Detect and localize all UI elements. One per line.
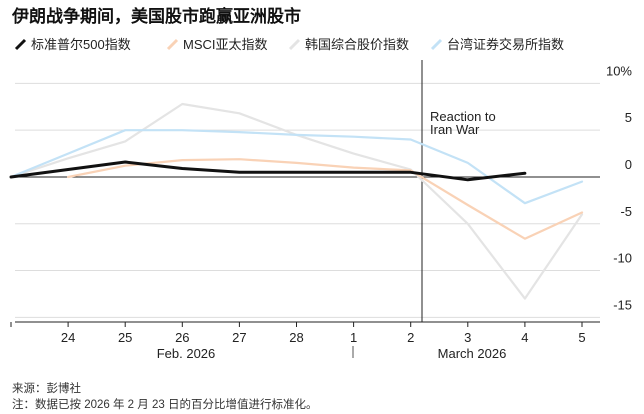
x-tick-label: 25: [118, 330, 132, 345]
x-tick-label: 2: [407, 330, 414, 345]
x-tick-label: 28: [289, 330, 303, 345]
month-label: Feb. 2026: [157, 346, 216, 361]
x-tick-label: 24: [61, 330, 75, 345]
legend-label: 韩国综合股价指数: [305, 37, 409, 52]
x-tick-label: 3: [464, 330, 471, 345]
chart-title: 伊朗战争期间，美国股市跑赢亚洲股市: [11, 6, 301, 26]
x-tick-label: 27: [232, 330, 246, 345]
x-tick-label: 1: [350, 330, 357, 345]
legend-swatch: [14, 38, 27, 51]
legend-swatch: [166, 38, 179, 51]
x-tick-label: 26: [175, 330, 189, 345]
series-line: [9, 102, 584, 300]
legend-label: 标准普尔500指数: [31, 37, 131, 52]
y-tick-label: 0: [625, 157, 632, 172]
y-tick-label: -10: [613, 251, 632, 266]
month-label: March 2026: [438, 346, 507, 361]
y-tick-label: 5: [625, 110, 632, 125]
series-line: [67, 158, 584, 240]
y-tick-label: -15: [613, 297, 632, 312]
source: 来源：彭博社: [12, 381, 81, 395]
y-tick-label: -5: [620, 204, 632, 219]
x-tick-label: 5: [578, 330, 585, 345]
legend-swatch: [288, 38, 301, 51]
annotation-text: Reaction to: [430, 109, 496, 124]
series-line: [9, 160, 527, 182]
note: 注：数据已按 2026 年 2 月 23 日的百分比增值进行标准化。: [12, 397, 317, 411]
y-tick-label: 10%: [606, 63, 632, 78]
x-tick-label: 4: [521, 330, 528, 345]
legend-label: MSCI亚太指数: [183, 37, 268, 52]
annotation-text: Iran War: [430, 122, 480, 137]
legend: 标准普尔500指数 MSCI亚太指数 韩国综合股价指数 台湾证券交易所指数: [14, 37, 564, 52]
legend-swatch: [430, 38, 443, 51]
legend-label: 台湾证券交易所指数: [447, 37, 564, 52]
